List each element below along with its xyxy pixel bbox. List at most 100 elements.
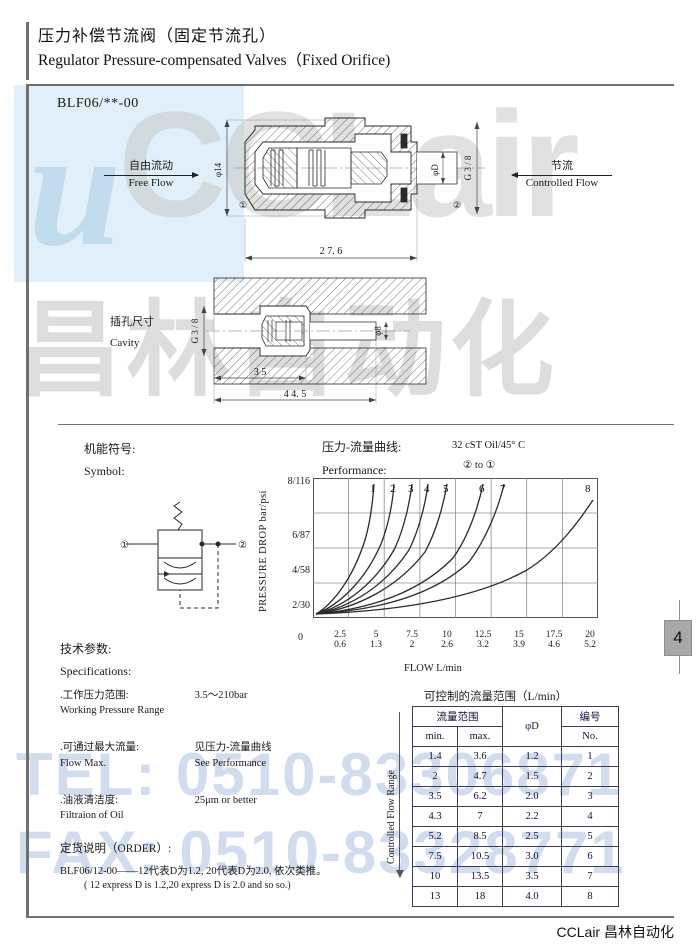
cell-d: 3.0 (502, 846, 562, 867)
cell-min: 3.5 (412, 786, 458, 807)
chart-heading: 压力-流量曲线: Performance: (322, 436, 401, 482)
chart-x-zero: 0 (298, 632, 303, 643)
controlled-flow-range-arrow (394, 712, 406, 878)
symbol-port1-label: ① (120, 540, 129, 551)
valve-section-drawing: φ14 φD G 3 / 8 2 7. 6 ① ② (213, 117, 485, 262)
svg-text:②: ② (453, 200, 461, 210)
header-divider (26, 84, 674, 86)
spec-value-en: See Performance (194, 757, 267, 769)
page-number-badge: 4 (664, 620, 692, 656)
th-min: min. (412, 726, 458, 747)
order-heading: 定货说明（ORDER）: (60, 843, 172, 855)
symbol-port2-label: ② (238, 540, 247, 551)
cell-d: 2.0 (502, 786, 562, 807)
free-flow-arrow (104, 171, 199, 178)
svg-text:φD: φD (430, 164, 440, 176)
svg-text:4: 4 (424, 483, 430, 495)
x-tick: 17.5 4.6 (545, 630, 563, 650)
symbol-head-en: Symbol: (84, 464, 125, 479)
blue-panel-watermark (14, 85, 244, 282)
chart-port-direction: ② to ① (462, 459, 496, 471)
table-row: 7.5 10.5 3.0 6 (412, 846, 619, 867)
svg-text:8: 8 (585, 483, 591, 495)
spec-key: .油液清洁度: Filtraion of Oil (60, 793, 192, 823)
footer-brand-text: CCLair 昌林自动化 (556, 924, 674, 940)
order-line-1: BLF06/12-00——12代表D为1.2, 20代表D为2.0, 依次类推。 (60, 866, 327, 877)
spec-key: .可通过最大流量: Flow Max. (60, 740, 192, 770)
svg-text:2: 2 (390, 483, 396, 495)
spec-value-cn: 3.5～210bar (194, 690, 248, 701)
free-flow-en: Free Flow (128, 176, 174, 189)
spec-row-pressure: .工作压力范围: Working Pressure Range 3.5～210b… (60, 688, 365, 718)
cavity-cn: 插孔尺寸 (110, 316, 154, 328)
cell-max: 6.2 (457, 786, 503, 807)
cell-min: 2 (412, 766, 458, 787)
cell-d: 3.5 (502, 866, 562, 887)
page-badge-rule-top (678, 600, 680, 620)
flow-table-body: 1.4 3.6 1.2 1 2 4.7 1.5 2 3.5 6.2 2.0 3 4.3 7 2.2 4 … (412, 746, 619, 907)
spec-value-cn: 见压力-流量曲线 (194, 742, 272, 754)
cell-min: 1.4 (412, 746, 458, 767)
body-left-rule (26, 84, 29, 917)
specs-head-cn: 技术参数: (60, 642, 112, 656)
y-tick: 8/116 (287, 476, 310, 487)
svg-text:1: 1 (370, 483, 376, 495)
cell-max: 7 (457, 806, 503, 827)
x-tick: 20 5.2 (584, 630, 596, 650)
cell-max: 18 (457, 886, 503, 907)
spec-value-cn: 25μm or better (194, 794, 257, 806)
cell-d: 1.5 (502, 766, 562, 787)
free-flow-label: 自由流动 Free Flow (104, 160, 199, 191)
y-tick: 4/58 (292, 565, 310, 576)
cell-d: 4.0 (502, 886, 562, 907)
th-diameter: φD (502, 706, 562, 747)
cell-min: 13 (412, 886, 458, 907)
cell-no: 8 (561, 886, 619, 907)
footer-brand: CCLair 昌林自动化 (557, 922, 674, 942)
cell-max: 8.5 (457, 826, 503, 847)
cell-min: 10 (412, 866, 458, 887)
title-english: Regulator Pressure-compensated Valves（Fi… (38, 52, 391, 69)
svg-text:5: 5 (443, 483, 449, 495)
cell-no: 7 (561, 866, 619, 887)
performance-chart-plot: 1 2 3 4 5 6 7 8 (313, 478, 598, 618)
controlled-flow-cn: 节流 (551, 160, 573, 172)
spec-key-en: Filtraion of Oil (60, 810, 124, 822)
cell-min: 7.5 (412, 846, 458, 867)
table-row: 5.2 8.5 2.5 5 (412, 826, 619, 847)
th-no: No. (561, 726, 619, 747)
svg-text:4 4. 5: 4 4. 5 (284, 389, 307, 400)
spec-row-flow: .可通过最大流量: Flow Max. 见压力-流量曲线 See Perform… (60, 740, 365, 770)
svg-text:φ8: φ8 (373, 326, 383, 336)
cell-d: 1.2 (502, 746, 562, 767)
table-header-row: 流量范围 φD 编号 (412, 706, 619, 747)
svg-text:G 3 / 8: G 3 / 8 (463, 155, 473, 180)
order-line-2: ( 12 express D is 1.2,20 express D is 2.… (84, 880, 291, 891)
spec-value: 见压力-流量曲线 See Performance (195, 740, 272, 770)
svg-text:3: 3 (408, 483, 414, 495)
cell-no: 1 (561, 746, 619, 767)
spec-key-cn: .工作压力范围: (60, 690, 129, 701)
symbol-head-cn: 机能符号: (84, 442, 136, 456)
y-tick: 6/87 (292, 530, 310, 541)
x-tick: 7.5 2 (406, 630, 418, 650)
controlled-flow-arrow (511, 171, 612, 178)
cell-max: 10.5 (457, 846, 503, 867)
flow-range-table: 流量范围 φD 编号 min. max. No. 1.4 3.6 1.2 1 2 4.7… (412, 706, 619, 907)
cell-max: 3.6 (457, 746, 503, 767)
cell-min: 5.2 (412, 826, 458, 847)
flow-table-wrap: 流量范围 φD 编号 min. max. No. 1.4 3.6 1.2 1 2 4.7… (412, 706, 619, 907)
specs-heading: 技术参数: Specifications: (60, 638, 131, 682)
chart-y-axis-label: PRESSURE DROP bar/psi (258, 490, 269, 612)
hydraulic-symbol: ① ② (120, 501, 247, 609)
cell-d: 2.5 (502, 826, 562, 847)
th-max: max. (457, 726, 503, 747)
spec-key-en: Working Pressure Range (60, 705, 165, 717)
chart-title-cn: 压力-流量曲线: (322, 440, 402, 454)
y-tick: 2/30 (292, 600, 310, 611)
svg-text:7: 7 (500, 483, 506, 495)
chart-title-en: Performance: (322, 462, 387, 477)
footer-divider (26, 916, 674, 918)
chart-oil-condition: 32 cST Oil/45° C (452, 440, 526, 451)
table-row: 1.4 3.6 1.2 1 (412, 746, 619, 767)
